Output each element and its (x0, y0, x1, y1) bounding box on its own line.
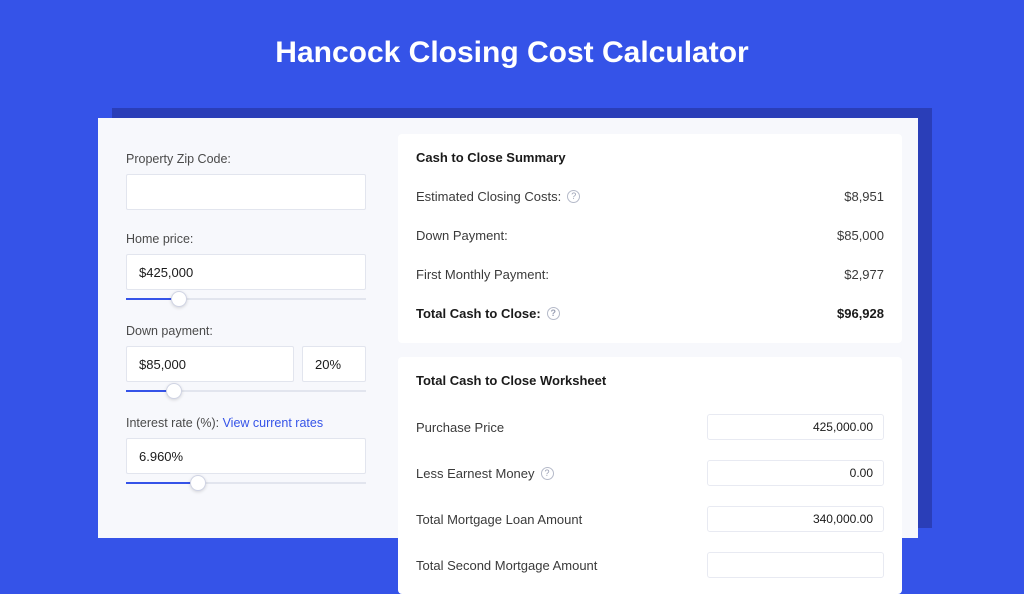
worksheet-row-label: Purchase Price (416, 420, 504, 435)
help-icon[interactable]: ? (547, 307, 560, 320)
interest-rate-slider[interactable] (126, 476, 366, 490)
slider-thumb[interactable] (190, 475, 206, 491)
worksheet-row-label-text: Purchase Price (416, 420, 504, 435)
help-icon[interactable]: ? (541, 467, 554, 480)
zip-label: Property Zip Code: (126, 152, 366, 166)
calculator-card: Property Zip Code: Home price: Down paym… (98, 118, 918, 538)
slider-thumb[interactable] (171, 291, 187, 307)
zip-field: Property Zip Code: (126, 152, 366, 214)
worksheet-row-label: Less Earnest Money? (416, 466, 554, 481)
worksheet-panel: Total Cash to Close Worksheet Purchase P… (398, 357, 902, 594)
down-payment-field: Down payment: (126, 324, 366, 398)
worksheet-row-label: Total Second Mortgage Amount (416, 558, 597, 573)
worksheet-row: Total Second Mortgage Amount (416, 542, 884, 588)
worksheet-row: Less Earnest Money? (416, 450, 884, 496)
down-payment-slider[interactable] (126, 384, 366, 398)
summary-rows: Estimated Closing Costs:? $8,951 Down Paym… (416, 181, 884, 337)
home-price-label: Home price: (126, 232, 366, 246)
summary-row-label: Total Cash to Close:? (416, 306, 560, 321)
zip-input[interactable] (126, 174, 366, 210)
worksheet-row-input[interactable] (707, 506, 884, 532)
down-payment-label: Down payment: (126, 324, 366, 338)
worksheet-row-input[interactable] (707, 552, 884, 578)
summary-row-value: $2,977 (844, 267, 884, 282)
summary-row-label-text: Estimated Closing Costs: (416, 189, 561, 204)
down-payment-input[interactable] (126, 346, 294, 382)
home-price-input[interactable] (126, 254, 366, 290)
summary-row-label-text: First Monthly Payment: (416, 267, 549, 282)
summary-row: Total Cash to Close:? $96,928 (416, 298, 884, 337)
summary-row-label-text: Total Cash to Close: (416, 306, 541, 321)
worksheet-rows: Purchase Price Less Earnest Money? Total M… (416, 404, 884, 588)
interest-rate-label: Interest rate (%): View current rates (126, 416, 366, 430)
summary-row-label-text: Down Payment: (416, 228, 508, 243)
summary-row-label: Estimated Closing Costs:? (416, 189, 580, 204)
interest-rate-label-text: Interest rate (%): (126, 416, 223, 430)
home-price-field: Home price: (126, 232, 366, 306)
slider-thumb[interactable] (166, 383, 182, 399)
worksheet-row-label-text: Total Second Mortgage Amount (416, 558, 597, 573)
summary-row-value: $85,000 (837, 228, 884, 243)
inputs-column: Property Zip Code: Home price: Down paym… (98, 118, 388, 538)
worksheet-row-label-text: Total Mortgage Loan Amount (416, 512, 582, 527)
summary-row-value: $96,928 (837, 306, 884, 321)
page-title: Hancock Closing Cost Calculator (0, 0, 1024, 98)
down-payment-percent-input[interactable] (302, 346, 366, 382)
summary-row: Estimated Closing Costs:? $8,951 (416, 181, 884, 220)
interest-rate-field: Interest rate (%): View current rates (126, 416, 366, 490)
summary-column: Cash to Close Summary Estimated Closing … (388, 118, 918, 538)
summary-row-label: First Monthly Payment: (416, 267, 549, 282)
home-price-slider[interactable] (126, 292, 366, 306)
worksheet-row: Purchase Price (416, 404, 884, 450)
summary-row-value: $8,951 (844, 189, 884, 204)
interest-rate-input[interactable] (126, 438, 366, 474)
summary-row: Down Payment: $85,000 (416, 220, 884, 259)
worksheet-row: Total Mortgage Loan Amount (416, 496, 884, 542)
worksheet-row-input[interactable] (707, 460, 884, 486)
summary-title: Cash to Close Summary (416, 150, 884, 165)
worksheet-row-label: Total Mortgage Loan Amount (416, 512, 582, 527)
cash-to-close-summary-panel: Cash to Close Summary Estimated Closing … (398, 134, 902, 343)
summary-row: First Monthly Payment: $2,977 (416, 259, 884, 298)
worksheet-row-input[interactable] (707, 414, 884, 440)
worksheet-row-label-text: Less Earnest Money (416, 466, 535, 481)
help-icon[interactable]: ? (567, 190, 580, 203)
view-rates-link[interactable]: View current rates (223, 416, 324, 430)
summary-row-label: Down Payment: (416, 228, 508, 243)
slider-fill (126, 482, 198, 484)
worksheet-title: Total Cash to Close Worksheet (416, 373, 884, 388)
